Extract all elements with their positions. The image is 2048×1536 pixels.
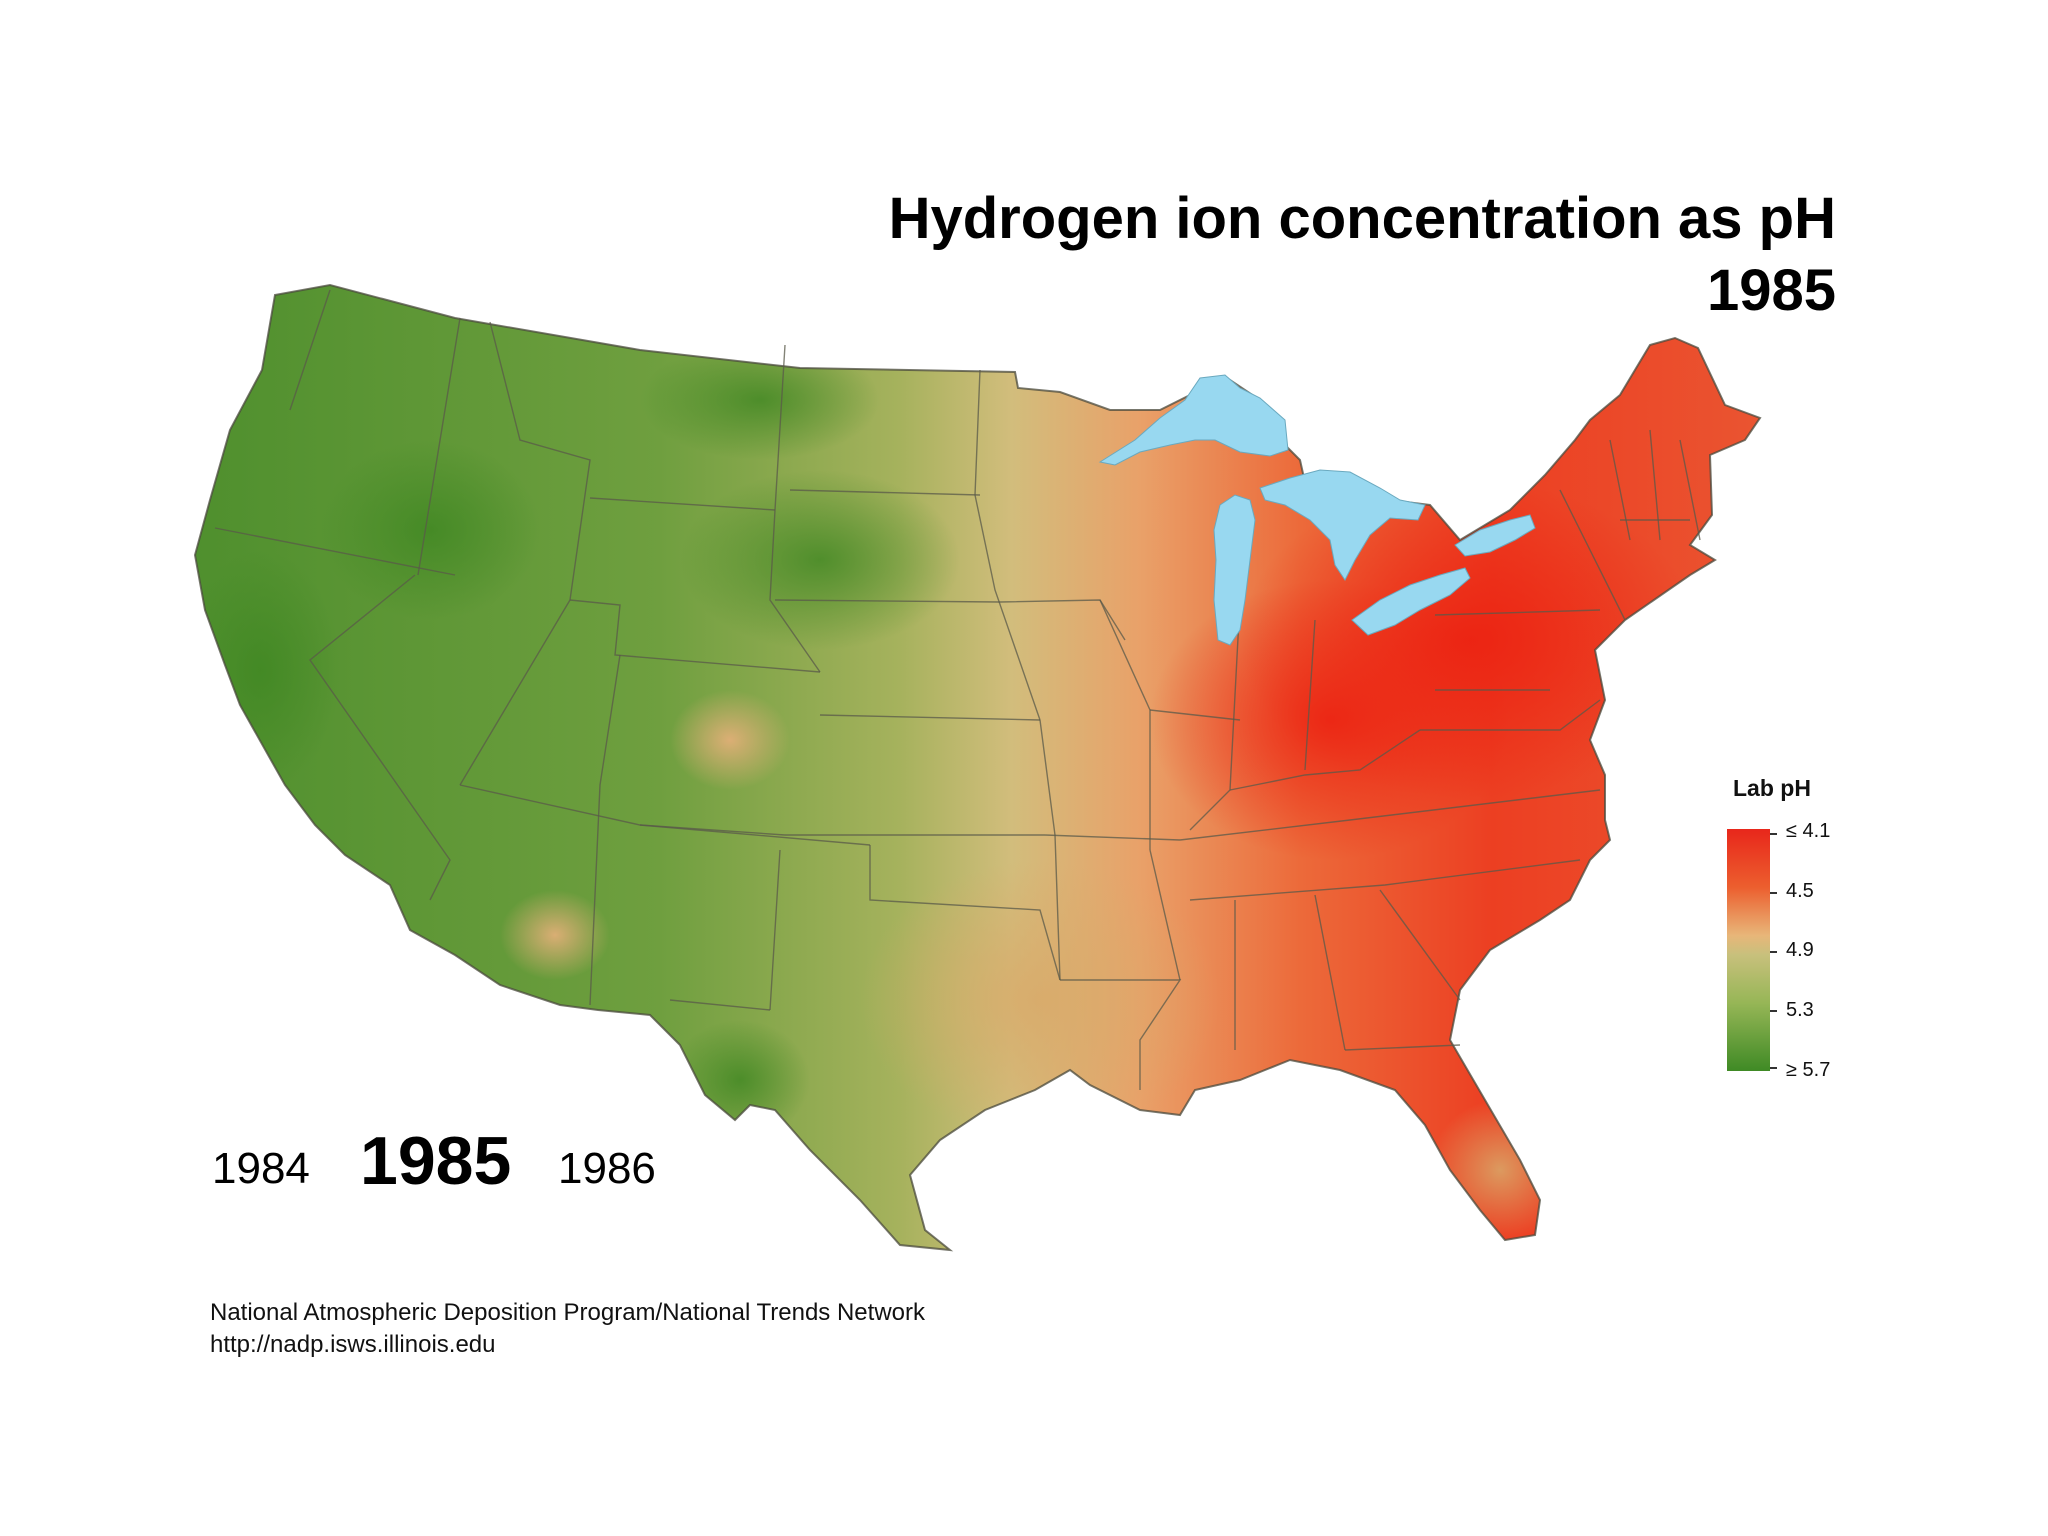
lake-huron (1259, 469, 1426, 581)
legend-tick (1770, 833, 1777, 835)
map-title: Hydrogen ion concentration as pH 1985 (889, 183, 1836, 327)
state-borders (194, 284, 1761, 1251)
legend-tick (1770, 951, 1777, 953)
previous-year-link[interactable]: 1984 (212, 1144, 310, 1193)
source-credit: National Atmospheric Deposition Program/… (210, 1297, 925, 1361)
map-title-year: 1985 (1706, 258, 1836, 323)
legend-color-bar (1727, 829, 1770, 1071)
legend-tick (1770, 1010, 1777, 1012)
legend-label: ≥ 5.7 (1786, 1059, 1831, 1081)
lake-michigan (1213, 494, 1256, 646)
legend-label: 4.5 (1786, 880, 1814, 902)
legend-tick (1770, 892, 1777, 894)
credit-url[interactable]: http://nadp.isws.illinois.edu (210, 1331, 496, 1358)
lake-erie (1351, 567, 1471, 636)
lake-ontario (1454, 514, 1536, 557)
legend-label: ≤ 4.1 (1786, 820, 1831, 842)
great-lakes (1098, 374, 1536, 646)
next-year-link[interactable]: 1986 (558, 1144, 656, 1193)
ph-surface (195, 285, 1760, 1250)
credit-organization: National Atmospheric Deposition Program/… (210, 1299, 925, 1326)
map-title-text: Hydrogen ion concentration as pH (888, 186, 1836, 251)
current-year: 1985 (360, 1123, 512, 1199)
ph-legend: Lab pH ≤ 4.1 4.5 4.9 5.3 ≥ 5.7 (1700, 775, 1860, 1095)
legend-tick (1770, 1067, 1777, 1069)
legend-label: 5.3 (1786, 999, 1814, 1021)
legend-title: Lab pH (1733, 775, 1811, 801)
legend-label: 4.9 (1786, 939, 1814, 961)
lake-superior (1098, 374, 1289, 466)
